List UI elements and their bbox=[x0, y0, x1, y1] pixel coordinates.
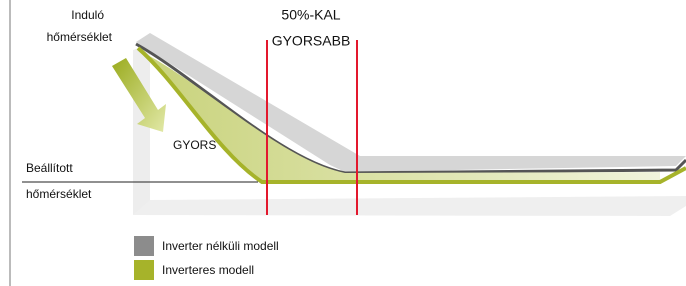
diagram: Induló hőmérséklet 50%-KAL GYORSABB GYOR… bbox=[0, 0, 686, 286]
legend-swatch bbox=[134, 236, 154, 256]
floor bbox=[133, 196, 686, 216]
start-label: Induló bbox=[71, 8, 104, 22]
legend: Inverter nélküli modell Inverteres modell bbox=[134, 236, 279, 280]
start-label: hőmérséklet bbox=[47, 30, 113, 44]
legend-label: Inverteres modell bbox=[162, 263, 254, 277]
fast-label: GYORS bbox=[173, 138, 216, 152]
legend-swatch bbox=[134, 260, 154, 280]
faster-label: GYORSABB bbox=[272, 33, 351, 49]
legend-label: Inverter nélküli modell bbox=[162, 239, 279, 253]
set-label: Beállított bbox=[26, 161, 73, 175]
faster-label: 50%-KAL bbox=[281, 7, 340, 23]
set-label: hőmérséklet bbox=[26, 187, 92, 201]
post bbox=[133, 44, 150, 215]
